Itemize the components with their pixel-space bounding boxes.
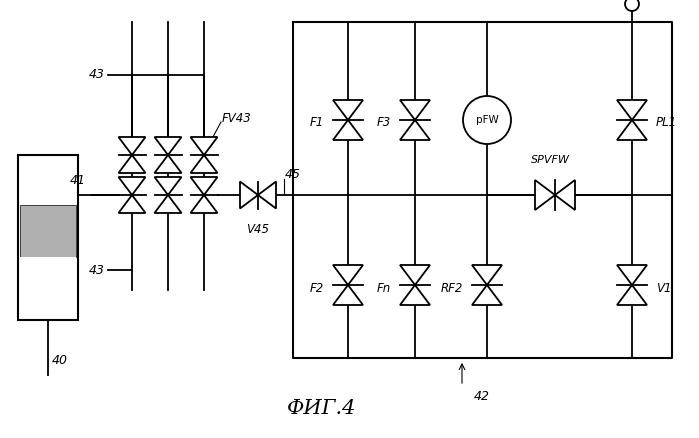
Polygon shape — [472, 265, 502, 285]
Text: F3: F3 — [377, 117, 391, 130]
Text: V45: V45 — [247, 223, 270, 236]
Polygon shape — [617, 100, 647, 120]
Polygon shape — [240, 181, 258, 208]
Text: 43: 43 — [89, 264, 105, 276]
Polygon shape — [617, 265, 647, 285]
Bar — [20, 257, 76, 317]
Text: 45: 45 — [285, 169, 301, 181]
Polygon shape — [617, 120, 647, 140]
Polygon shape — [154, 195, 182, 213]
Polygon shape — [400, 120, 430, 140]
Polygon shape — [333, 120, 363, 140]
Text: F2: F2 — [310, 282, 324, 294]
Circle shape — [625, 0, 639, 11]
Text: F1: F1 — [310, 117, 324, 130]
Text: SPVFW: SPVFW — [531, 155, 570, 165]
Polygon shape — [617, 285, 647, 305]
Polygon shape — [400, 100, 430, 120]
Polygon shape — [333, 100, 363, 120]
Text: 40: 40 — [52, 353, 68, 367]
Bar — [20, 205, 76, 257]
Text: Fn: Fn — [377, 282, 391, 294]
Text: 42: 42 — [474, 389, 490, 403]
Polygon shape — [154, 177, 182, 195]
Bar — [18, 155, 78, 320]
Polygon shape — [333, 265, 363, 285]
Bar — [20, 157, 76, 203]
Polygon shape — [400, 285, 430, 305]
Polygon shape — [191, 195, 217, 213]
Circle shape — [463, 96, 511, 144]
Text: ФИГ.4: ФИГ.4 — [287, 399, 356, 417]
Polygon shape — [258, 181, 276, 208]
Polygon shape — [119, 177, 145, 195]
Polygon shape — [191, 137, 217, 155]
Polygon shape — [154, 155, 182, 173]
Polygon shape — [472, 285, 502, 305]
Polygon shape — [119, 155, 145, 173]
Text: 41: 41 — [70, 174, 86, 187]
Polygon shape — [154, 137, 182, 155]
Polygon shape — [119, 195, 145, 213]
Polygon shape — [333, 285, 363, 305]
Polygon shape — [400, 265, 430, 285]
Text: FV43: FV43 — [222, 112, 252, 124]
Polygon shape — [535, 180, 555, 210]
Polygon shape — [191, 177, 217, 195]
Polygon shape — [191, 155, 217, 173]
Text: pFW: pFW — [475, 115, 498, 125]
Text: RF2: RF2 — [440, 282, 463, 294]
Text: 43: 43 — [89, 68, 105, 81]
Polygon shape — [119, 137, 145, 155]
Polygon shape — [555, 180, 575, 210]
Text: PL1: PL1 — [656, 117, 677, 130]
Text: V1: V1 — [656, 282, 672, 294]
